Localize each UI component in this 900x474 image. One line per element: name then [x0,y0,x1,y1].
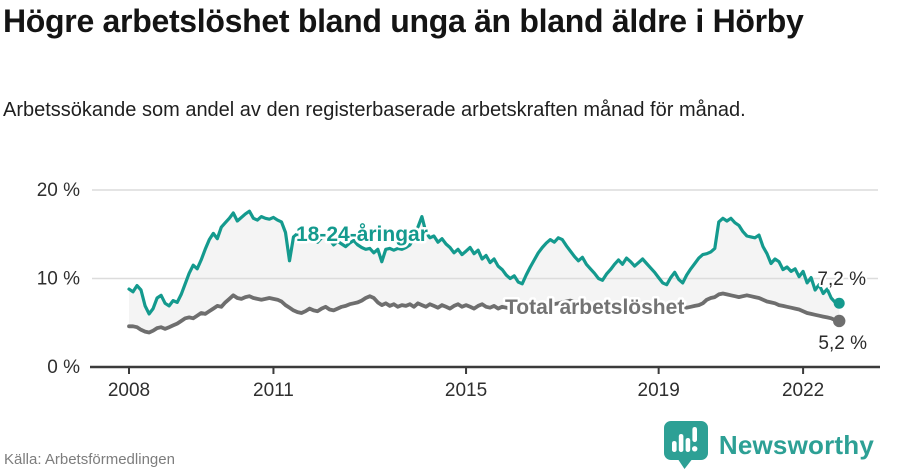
end-dot-total-arbetslöshet [833,314,846,328]
end-value-label-18-24-åringar: 7,2 % [817,269,866,290]
bar-1 [671,441,677,452]
x-tick-label-2015: 2015 [445,380,487,401]
exclamation-dot [691,446,698,452]
series-label-total-arbetslöshet: Total arbetslöshet [505,296,684,319]
page-title: Högre arbetslöshet bland unga än bland ä… [3,3,804,39]
newsworthy-logo[interactable]: Newsworthy [663,420,874,470]
end-dot-18-24-åringar [833,297,845,309]
series-band [129,211,840,333]
x-tick-label-2022: 2022 [782,380,824,401]
y-tick-label-10: 10 % [37,269,80,290]
series-label-18-24-åringar: 18-24-åringar [296,223,428,246]
page-subtitle: Arbetssökande som andel av den registerb… [3,99,746,121]
y-tick-label-20: 20 % [37,180,80,201]
bar-3 [685,438,691,452]
y-tick-label-0: 0 % [47,357,80,378]
newsworthy-wordmark: Newsworthy [718,429,874,460]
x-tick-label-2019: 2019 [638,380,680,401]
source-note: Källa: Arbetsförmedlingen [4,451,175,468]
newsworthy-bubble-chart-icon [663,421,708,469]
exclamation-bar [692,427,697,442]
end-value-label-total-arbetslöshet: 5,2 % [818,333,867,354]
series-line-total-arbetslöshet [127,291,842,335]
x-tick-label-2011: 2011 [253,380,294,401]
x-tick-label-2008: 2008 [108,380,150,401]
bar-2 [678,434,684,452]
series-line-18-24-åringar [127,209,841,316]
